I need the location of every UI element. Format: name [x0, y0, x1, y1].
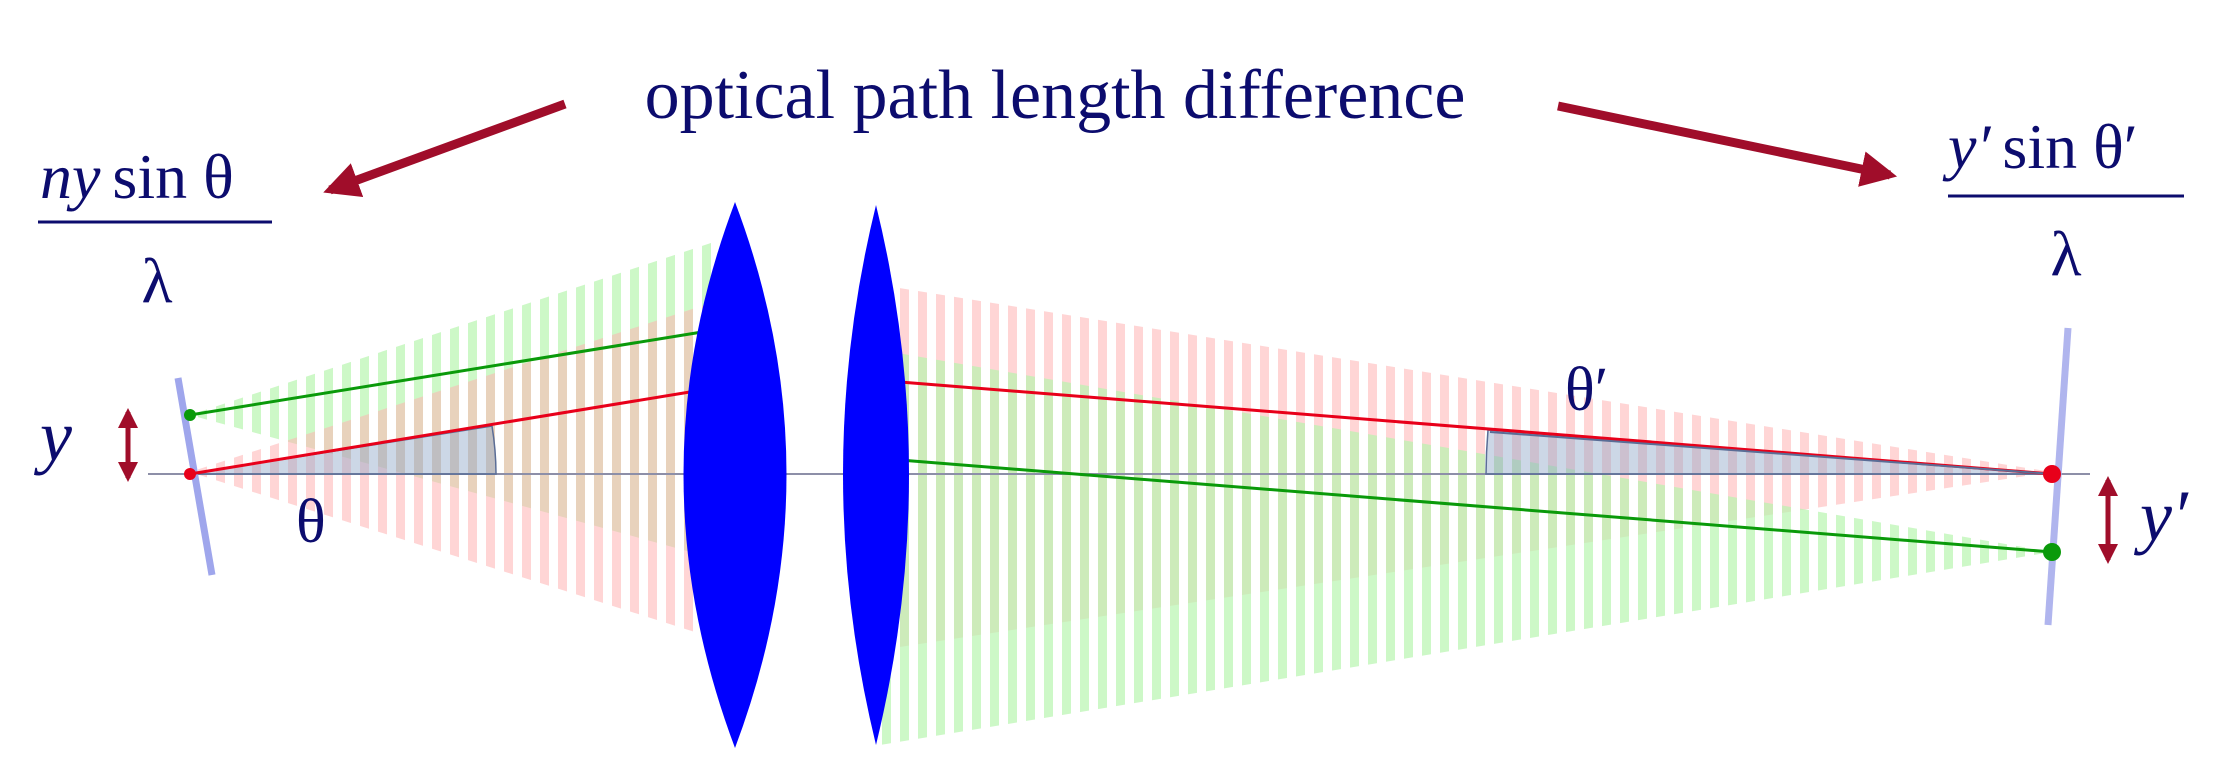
image-off-axis-point [2043, 543, 2061, 561]
right-formula-y-prime: y′ [1942, 111, 1991, 182]
left-formula: ny sin θ λ [38, 141, 272, 316]
left-formula-rest: sin θ [112, 141, 233, 212]
object-off-axis-point [184, 409, 196, 421]
right-formula: y′ sin θ′ λ [1942, 111, 2184, 289]
green-ray-object-side [189, 330, 703, 417]
theta-prime-label: θ′ [1565, 356, 1608, 424]
red-ray-image-shadow [1489, 431, 2053, 475]
lens-right [843, 205, 909, 745]
theta-label: θ [296, 488, 326, 556]
right-formula-rest: sin θ′ [2002, 111, 2137, 182]
lens-left [683, 202, 787, 748]
svg-text:y′sin θ′: y′ sin θ′ [1942, 111, 2138, 182]
y-prime-label: y′ [2133, 476, 2189, 556]
image-on-axis-point [2043, 465, 2061, 483]
image-green-beam [880, 350, 2052, 745]
y-label: y [33, 396, 72, 476]
left-formula-n: n [40, 141, 72, 212]
left-formula-denominator: λ [141, 245, 172, 316]
object-on-axis-point [184, 468, 196, 480]
green-ray-image-side [899, 458, 2053, 554]
object-red-beam [190, 300, 720, 640]
title-arrow-left [323, 99, 567, 198]
red-ray-object-side [189, 388, 703, 476]
diagram-title: optical path length difference [645, 57, 1466, 134]
title-arrow-right [1557, 101, 1898, 187]
beam-group [190, 240, 2052, 745]
right-formula-denominator: λ [2050, 218, 2081, 289]
left-formula-y: y [66, 141, 101, 212]
